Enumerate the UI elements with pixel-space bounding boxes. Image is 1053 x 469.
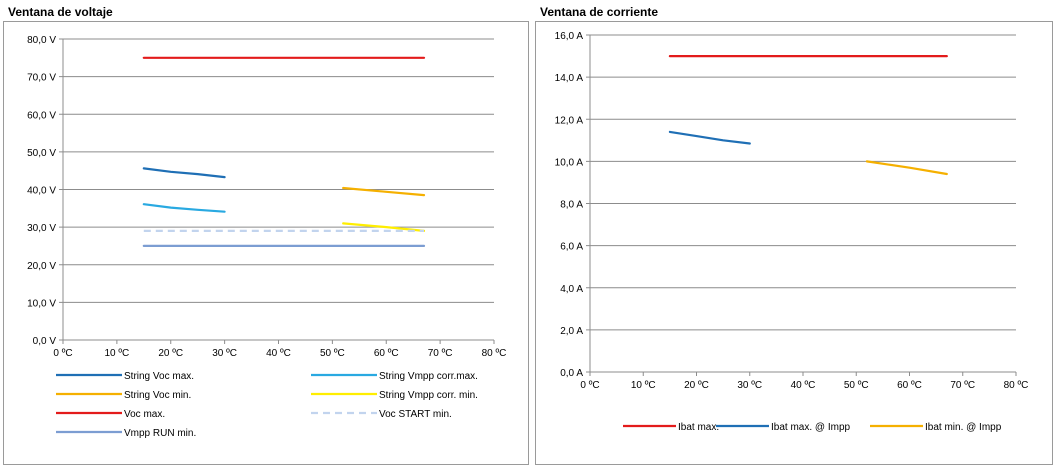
y-tick-label: 70,0 V (27, 73, 56, 84)
x-tick-label: 60 ºC (374, 348, 399, 359)
x-tick-label: 80 ºC (1004, 380, 1029, 391)
y-tick-label: 40,0 V (27, 186, 56, 197)
series-line (342, 186, 426, 197)
current-chart: 0,0 A 2,0 A 4,0 A 6,0 A 8,0 A 10,0 A 12,0 A 14,… (555, 31, 1029, 433)
legend-label: Voc max. (124, 409, 165, 420)
x-tick-label: 40 ºC (266, 348, 291, 359)
y-tick-label: 2,0 A (560, 326, 583, 337)
y-tick-label: 20,0 V (27, 261, 56, 272)
x-tick-label: 70 ºC (950, 380, 975, 391)
y-tick-label: 10,0 A (555, 157, 584, 168)
y-tick-label: 4,0 A (560, 284, 583, 295)
legend-label: Voc START min. (379, 409, 452, 420)
x-tick-label: 50 ºC (844, 380, 869, 391)
series-line (342, 222, 426, 232)
voltage-chart-frame: 0,0 V 10,0 V 20,0 V 30,0 V 40,0 V 50,0 V 60,0 … (3, 21, 529, 465)
legend-label: Ibat max. @ Impp (771, 422, 851, 433)
y-tick-label: 80,0 V (27, 35, 56, 46)
y-tick-label: 8,0 A (560, 200, 583, 211)
legend-label: Vmpp RUN min. (124, 428, 196, 439)
x-tick-label: 0 ºC (53, 348, 72, 359)
current-chart-frame: 0,0 A 2,0 A 4,0 A 6,0 A 8,0 A 10,0 A 12,0 A 14,… (535, 21, 1053, 465)
x-tick-label: 50 ºC (320, 348, 345, 359)
series-line (142, 167, 226, 179)
x-tick-label: 20 ºC (158, 348, 183, 359)
voltage-chart: 0,0 V 10,0 V 20,0 V 30,0 V 40,0 V 50,0 V 60,0 … (27, 35, 507, 439)
series-line (668, 130, 751, 145)
legend-label: Ibat min. @ Impp (925, 422, 1002, 433)
x-tick-label: 40 ºC (791, 380, 816, 391)
series-line (865, 160, 948, 176)
y-tick-label: 0,0 A (560, 368, 583, 379)
y-tick-label: 0,0 V (33, 336, 57, 347)
x-tick-label: 80 ºC (482, 348, 507, 359)
voltage-chart-title: Ventana de voltaje (8, 5, 113, 19)
y-tick-label: 50,0 V (27, 148, 56, 159)
x-tick-label: 70 ºC (428, 348, 453, 359)
x-tick-label: 30 ºC (737, 380, 762, 391)
series-line (142, 203, 226, 213)
x-tick-label: 60 ºC (897, 380, 922, 391)
legend-label: String Vmpp corr.max. (379, 371, 478, 382)
x-tick-label: 10 ºC (104, 348, 129, 359)
y-tick-label: 10,0 V (27, 298, 56, 309)
y-tick-label: 30,0 V (27, 223, 56, 234)
x-tick-label: 30 ºC (212, 348, 237, 359)
legend-label: String Voc min. (124, 390, 191, 401)
x-tick-label: 20 ºC (684, 380, 709, 391)
legend-label: String Voc max. (124, 371, 194, 382)
y-tick-label: 16,0 A (555, 31, 584, 42)
current-chart-title: Ventana de corriente (540, 5, 659, 19)
legend-label: String Vmpp corr. min. (379, 390, 478, 401)
y-tick-label: 6,0 A (560, 242, 583, 253)
legend-label: Ibat max. (678, 422, 719, 433)
y-tick-label: 14,0 A (555, 73, 584, 84)
x-tick-label: 10 ºC (631, 380, 656, 391)
y-tick-label: 12,0 A (555, 115, 584, 126)
x-tick-label: 0 ºC (580, 380, 599, 391)
y-tick-label: 60,0 V (27, 110, 56, 121)
